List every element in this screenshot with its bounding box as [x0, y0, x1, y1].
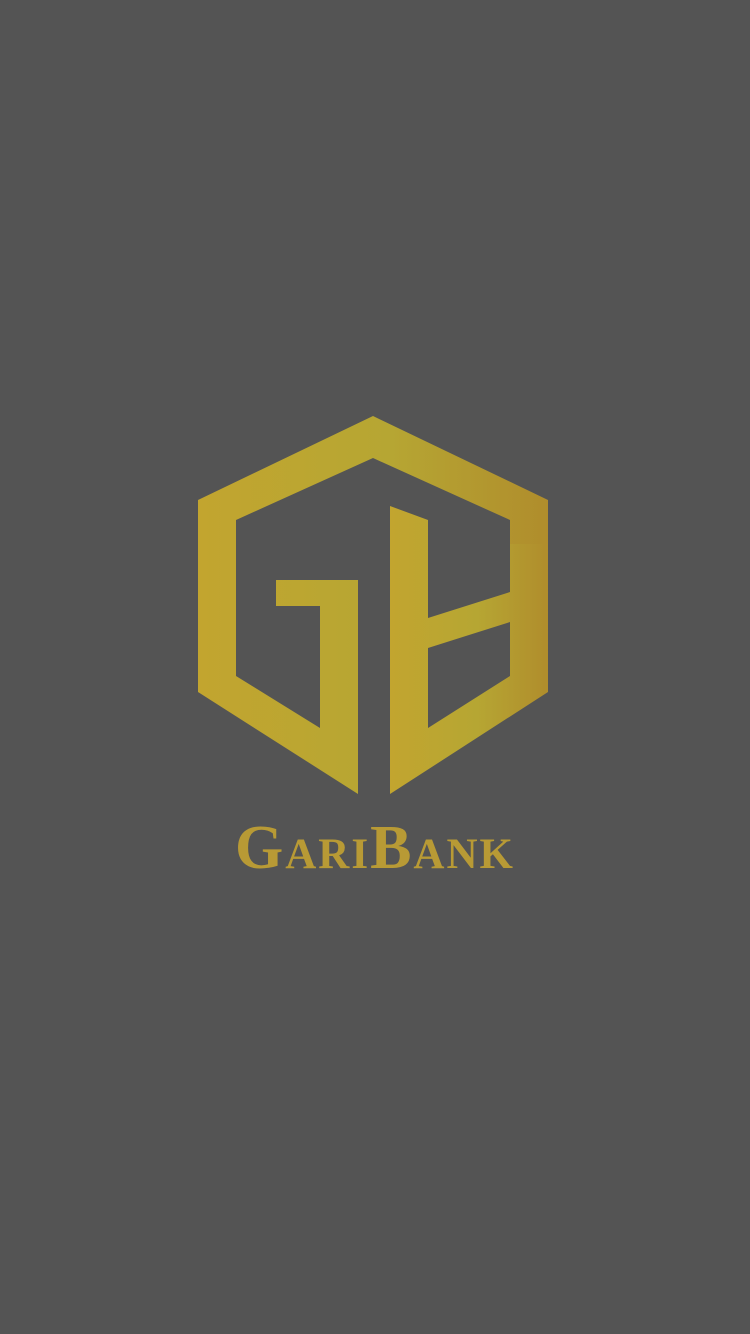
brand-wordmark: GariBank — [235, 814, 515, 882]
garibank-logo-icon — [198, 416, 548, 794]
